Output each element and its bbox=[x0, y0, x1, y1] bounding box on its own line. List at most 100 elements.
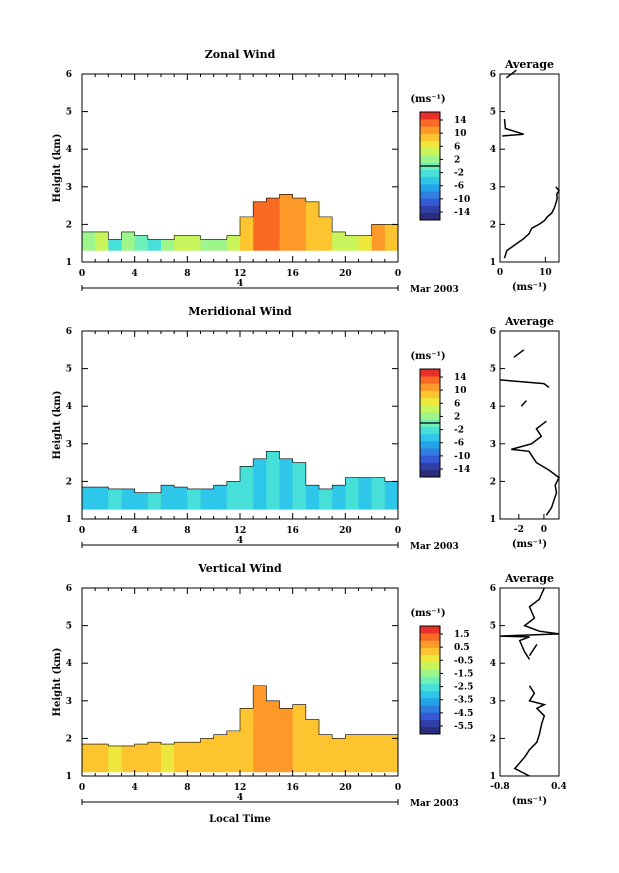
x-tick-label: 0 bbox=[79, 526, 85, 536]
vertical-panel bbox=[81, 587, 560, 805]
colorbar-swatch bbox=[420, 397, 440, 406]
colorbar-tick-label: -14 bbox=[454, 208, 470, 218]
date-day-label: 4 bbox=[237, 279, 243, 289]
y-tick-label: 1 bbox=[66, 515, 72, 525]
average-y-tick-label: 2 bbox=[490, 220, 496, 230]
colorbar-tick-label: -0.5 bbox=[454, 656, 473, 666]
average-y-tick-label: 1 bbox=[490, 258, 496, 268]
heatmap-cell bbox=[266, 198, 280, 251]
heatmap-cell bbox=[345, 235, 359, 251]
average-x-tick-label: 0 bbox=[497, 268, 503, 278]
heatmap-cell bbox=[305, 201, 320, 251]
average-profile-line bbox=[499, 587, 560, 660]
heatmap-cell bbox=[187, 742, 201, 773]
average-profile-line bbox=[513, 685, 547, 777]
average-frame bbox=[499, 330, 560, 520]
average-title: Average bbox=[504, 58, 554, 71]
contour-line bbox=[82, 194, 398, 240]
x-tick-label: 12 bbox=[234, 526, 247, 536]
heatmap-cell bbox=[95, 487, 109, 510]
heatmap-cell bbox=[82, 487, 96, 510]
heatmap-cell bbox=[266, 451, 280, 510]
heatmap-cell bbox=[226, 235, 241, 251]
average-y-tick-label: 2 bbox=[490, 477, 496, 487]
colorbar-swatch bbox=[420, 148, 440, 156]
heatmap-cell bbox=[187, 488, 201, 510]
colorbar-swatch bbox=[420, 712, 440, 720]
panel-title: Meridional Wind bbox=[188, 305, 292, 318]
y-tick-label: 6 bbox=[66, 327, 72, 337]
heatmap-cell bbox=[121, 745, 135, 773]
average-frame bbox=[499, 587, 560, 777]
x-tick-label: 8 bbox=[184, 526, 190, 536]
colorbar-swatch bbox=[420, 176, 440, 185]
colorbar-swatch bbox=[420, 376, 440, 384]
colorbar-swatch bbox=[420, 433, 440, 442]
heatmap-cell bbox=[253, 685, 267, 773]
x-tick-label: 4 bbox=[132, 526, 138, 536]
heatmap-cell bbox=[121, 231, 135, 251]
colorbar-unit: (ms⁻¹) bbox=[410, 351, 445, 362]
colorbar-swatch bbox=[420, 640, 440, 648]
colorbar-swatch bbox=[420, 647, 440, 656]
x-tick-label: 12 bbox=[234, 269, 247, 279]
colorbar-tick-label: 14 bbox=[454, 373, 467, 383]
average-x-tick-label: 0 bbox=[541, 525, 547, 535]
colorbar-swatch bbox=[420, 198, 440, 206]
colorbar-unit: (ms⁻¹) bbox=[410, 94, 445, 105]
y-tick-label: 2 bbox=[66, 477, 72, 487]
colorbar-tick-label: 6 bbox=[454, 142, 460, 152]
average-profile-line bbox=[499, 379, 550, 389]
heatmap-cell bbox=[147, 239, 162, 251]
colorbar-swatch bbox=[420, 455, 440, 463]
colorbar-swatch bbox=[420, 169, 440, 178]
date-month-label: Mar 2003 bbox=[410, 799, 459, 809]
average-y-tick-label: 2 bbox=[490, 734, 496, 744]
x-tick-label: 20 bbox=[339, 783, 352, 793]
colorbar-tick-label: -2 bbox=[454, 169, 464, 179]
average-x-tick-label: 10 bbox=[539, 268, 552, 278]
colorbar-swatch bbox=[420, 462, 440, 471]
heatmap-cell bbox=[200, 488, 214, 510]
colorbar-tick-label: 10 bbox=[454, 386, 467, 396]
colorbar-swatch bbox=[420, 633, 440, 641]
colorbar-swatch bbox=[420, 205, 440, 214]
average-y-tick-label: 1 bbox=[490, 515, 496, 525]
colorbar-tick-label: -3.5 bbox=[454, 696, 473, 706]
y-tick-label: 4 bbox=[66, 659, 72, 669]
heatmap-cell bbox=[319, 216, 333, 251]
x-tick-label: 16 bbox=[286, 526, 299, 536]
panel-title: Zonal Wind bbox=[205, 48, 276, 61]
heatmap-cell bbox=[200, 738, 214, 773]
heatmap-cell bbox=[82, 744, 96, 773]
y-tick-label: 6 bbox=[66, 584, 72, 594]
y-tick-label: 3 bbox=[66, 183, 72, 193]
heatmap-cell bbox=[121, 488, 135, 510]
contour-line bbox=[82, 685, 398, 747]
heatmap-cell bbox=[253, 458, 267, 510]
x-axis-label: Local Time bbox=[209, 814, 271, 825]
y-tick-label: 4 bbox=[66, 145, 72, 155]
colorbar-swatch bbox=[420, 469, 440, 478]
heatmap-cell bbox=[319, 488, 333, 510]
date-day-label: 4 bbox=[237, 793, 243, 803]
heatmap-cell bbox=[358, 734, 372, 773]
colorbar-tick-label: 2 bbox=[454, 155, 460, 165]
colorbar-swatch bbox=[420, 126, 440, 134]
average-y-tick-label: 1 bbox=[490, 772, 496, 782]
heatmap-cell bbox=[226, 730, 241, 773]
heatmap-cell bbox=[134, 744, 149, 773]
average-y-tick-label: 6 bbox=[490, 70, 496, 80]
heatmap-cell bbox=[279, 708, 293, 773]
colorbar-swatch bbox=[420, 690, 440, 699]
colorbar-swatch bbox=[420, 726, 440, 735]
y-tick-label: 5 bbox=[66, 622, 72, 632]
x-tick-label: 12 bbox=[234, 783, 247, 793]
colorbar-swatch bbox=[420, 683, 440, 692]
colorbar-swatch bbox=[420, 698, 440, 706]
y-tick-label: 6 bbox=[66, 70, 72, 80]
heatmap-cell bbox=[240, 466, 254, 510]
average-x-tick-label: -0.8 bbox=[490, 782, 509, 792]
average-frame bbox=[499, 73, 560, 263]
y-tick-label: 2 bbox=[66, 220, 72, 230]
